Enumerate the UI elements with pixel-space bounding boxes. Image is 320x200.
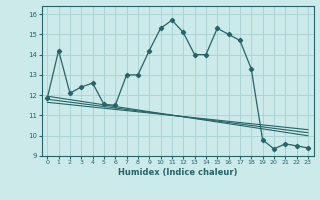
X-axis label: Humidex (Indice chaleur): Humidex (Indice chaleur) xyxy=(118,168,237,177)
